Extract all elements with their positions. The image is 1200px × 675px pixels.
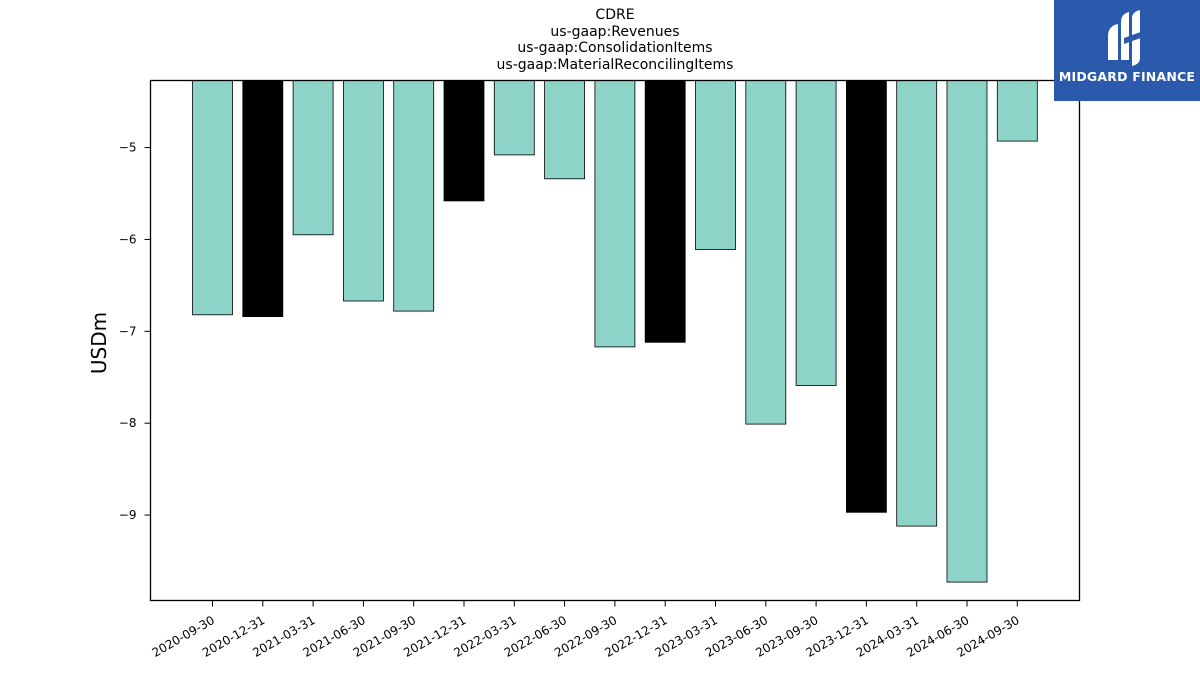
logo-mark-icon xyxy=(1108,10,1146,66)
bar-2021-09-30 xyxy=(393,80,435,312)
y-tick-label: −7 xyxy=(119,324,137,338)
x-axis: 2020-09-302020-12-312021-03-312021-06-30… xyxy=(150,600,1022,660)
chart-title-line-3: us-gaap:ConsolidationItems xyxy=(517,40,713,56)
y-axis: −9 −8 −7 −6 −5 xyxy=(119,141,151,522)
bar-2023-03-31 xyxy=(695,80,736,250)
bar-2021-06-30 xyxy=(342,80,384,302)
chart-title-line-2: us-gaap:Revenues xyxy=(550,23,680,40)
chart-title: CDRE us-gaap:Revenues us-gaap:Consolidat… xyxy=(150,7,1080,73)
y-tick-label: −9 xyxy=(119,508,137,522)
y-tick-label: −8 xyxy=(119,416,137,430)
bars-group xyxy=(192,80,1038,583)
bar-2020-09-30 xyxy=(192,80,233,316)
bar-2022-12-31 xyxy=(644,80,686,343)
bar-2024-09-30 xyxy=(996,80,1038,142)
bar-2021-03-31 xyxy=(292,80,334,236)
bar-2024-06-30 xyxy=(946,80,988,583)
bar-2020-12-31 xyxy=(242,80,284,318)
bar-2022-06-30 xyxy=(544,80,585,180)
bar-2022-03-31 xyxy=(493,80,535,156)
bar-2023-12-31 xyxy=(846,80,887,513)
y-axis-label: USDm xyxy=(87,312,111,374)
bar-2024-03-31 xyxy=(896,80,938,527)
bar-2022-09-30 xyxy=(594,80,636,348)
midgard-finance-logo: MIDGARD FINANCE xyxy=(1054,0,1200,101)
chart-title-line-4: us-gaap:MaterialReconcilingItems xyxy=(496,56,734,73)
plot-frame xyxy=(149,79,1081,602)
logo-text: MIDGARD FINANCE xyxy=(1058,69,1196,84)
bar-2023-09-30 xyxy=(795,80,837,386)
bar-2023-06-30 xyxy=(745,80,787,425)
y-tick-label: −5 xyxy=(119,141,137,155)
chart-title-line-1: CDRE xyxy=(595,7,635,23)
y-tick-label: −6 xyxy=(119,232,137,246)
bar-2021-12-31 xyxy=(443,80,485,202)
